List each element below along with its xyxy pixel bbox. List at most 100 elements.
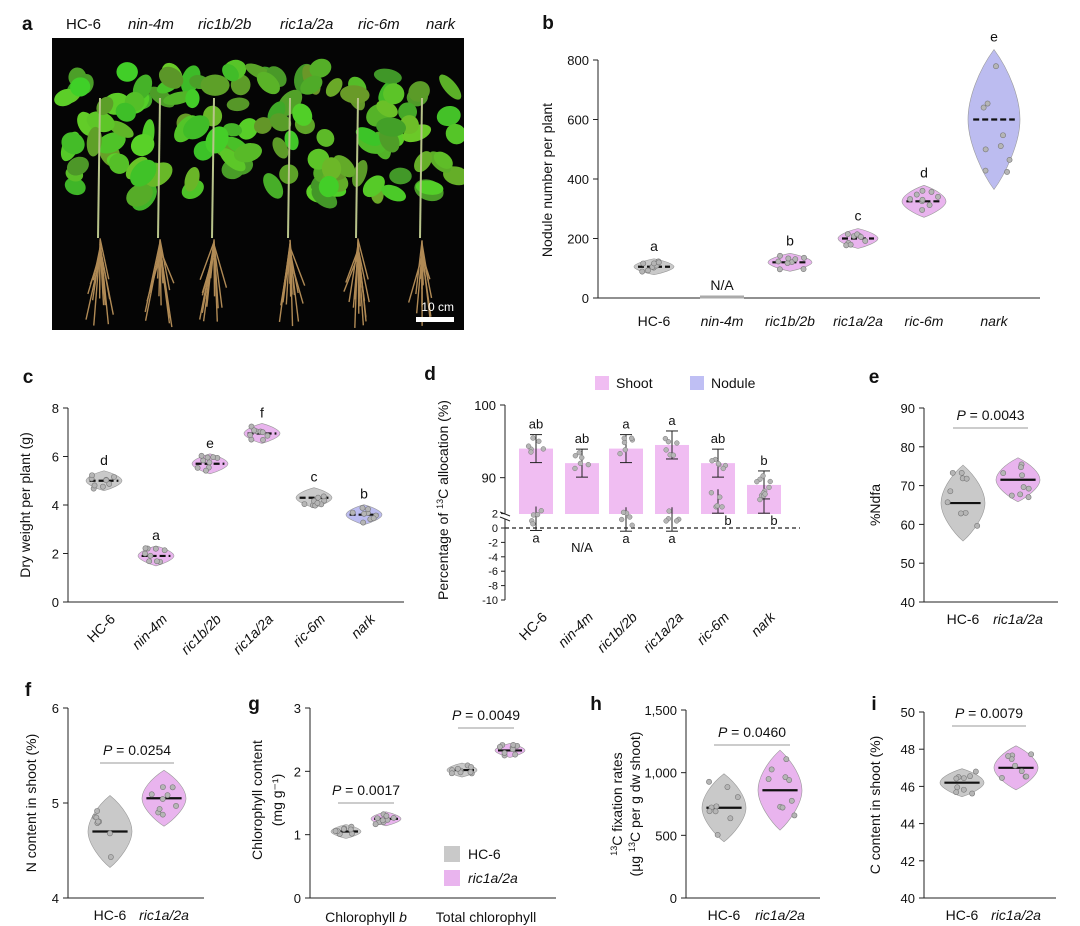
- leaf: [269, 113, 292, 132]
- leaf: [115, 102, 136, 122]
- leaf: [130, 134, 155, 157]
- plant-photo: 10 cm: [52, 38, 464, 330]
- panel-b-y-tick-label: 800: [567, 53, 589, 68]
- panel-c-point: [161, 547, 168, 554]
- leaf: [355, 127, 382, 146]
- panel-d-ylabel-part-0: Percentage of: [435, 509, 451, 600]
- panel-b-y-tick-label: 0: [582, 291, 589, 306]
- panel-i-label: i: [871, 694, 876, 715]
- leaf: [381, 184, 406, 202]
- panel-c-x-label: nark: [348, 610, 379, 641]
- root: [201, 251, 215, 296]
- panel-g-point: [512, 751, 519, 758]
- root: [144, 241, 161, 313]
- panel-b-point: [800, 266, 807, 272]
- leaf: [445, 123, 464, 145]
- stem: [211, 97, 215, 239]
- panel-i-point: [969, 790, 976, 797]
- root: [345, 249, 359, 283]
- panel-i-y-tick-label: 48: [901, 742, 915, 757]
- panel-d-nodule-point: [538, 508, 544, 514]
- panel-c-letter: c: [311, 469, 318, 485]
- panel-b-point: [785, 255, 792, 262]
- panel-c-letter: a: [152, 527, 160, 543]
- panel-g-point: [372, 821, 379, 828]
- panel-c-point: [247, 432, 254, 438]
- leaf: [233, 143, 262, 163]
- leaf: [253, 117, 273, 134]
- panel-c-y-tick-label: 4: [52, 498, 59, 513]
- panel-d-nodule-point: [530, 521, 536, 527]
- leaf: [325, 78, 343, 97]
- panel-c-y-tick-label: 2: [52, 547, 59, 562]
- root: [92, 247, 101, 281]
- root: [421, 254, 431, 280]
- leaf: [184, 166, 200, 192]
- panel-c-point: [198, 452, 205, 459]
- panel-g-point: [501, 750, 508, 756]
- root: [357, 239, 369, 280]
- panel-d-nodule-point: [620, 509, 627, 516]
- panel-f-point: [159, 811, 166, 818]
- stem: [287, 97, 291, 239]
- panel-b-point: [776, 266, 783, 273]
- panel-h-point: [706, 778, 712, 785]
- panel-b-point: [862, 238, 869, 244]
- panel-d-nodule-point: [619, 516, 625, 523]
- panel-d-nodule-point: [717, 494, 723, 500]
- panel-f-point: [148, 791, 155, 798]
- panel-i-y-tick-label: 40: [901, 891, 915, 906]
- panel-d-nodule-letter: a: [532, 530, 540, 545]
- stem: [157, 97, 161, 239]
- panel-d-nodule-point: [673, 518, 680, 524]
- panel-h-ylabel2-part-1: 13: [627, 842, 637, 852]
- leaf: [219, 148, 246, 172]
- leaf: [256, 71, 280, 95]
- leaf: [309, 58, 332, 78]
- leaf: [408, 81, 430, 102]
- panel-d-nodule-point: [708, 490, 715, 496]
- panel-b-letter: b: [786, 232, 794, 248]
- leaf: [237, 118, 259, 140]
- panel-d-y-tick-label: -10: [482, 595, 498, 607]
- panel-b-point: [926, 202, 933, 208]
- photo-genotype-nark: nark: [426, 16, 456, 33]
- panel-b-point: [777, 252, 783, 259]
- panel-b-point: [982, 167, 989, 174]
- panel-d-shoot-letter: ab: [711, 431, 725, 446]
- panel-d-nodule-point: [530, 512, 537, 518]
- panel-f-y-tick-label: 4: [52, 891, 59, 906]
- root: [343, 255, 359, 292]
- photo-genotype-hc6: HC-6: [66, 16, 102, 33]
- root: [158, 255, 161, 297]
- panel-c-x-label: HC-6: [84, 611, 119, 646]
- panel-f-point: [95, 818, 101, 825]
- panel-g-ylabel: Chlorophyll content: [249, 740, 265, 860]
- panel-c-point: [103, 477, 110, 484]
- leaf: [376, 117, 406, 137]
- panel-c-point: [210, 454, 217, 461]
- root: [199, 241, 215, 281]
- panel-b-x-label: ric1b/2b: [765, 313, 815, 329]
- panel-h-point: [783, 756, 790, 763]
- panel-g-label: g: [248, 694, 260, 715]
- panel-h-point: [791, 812, 798, 819]
- panel-i-point: [1018, 768, 1025, 775]
- panel-d-shoot-point: [663, 447, 669, 453]
- panel-f-point: [164, 792, 171, 799]
- panel-c-point: [154, 558, 160, 565]
- panel-c-letter: e: [206, 435, 214, 451]
- root: [407, 256, 423, 303]
- panel-d-shoot-point: [536, 438, 542, 444]
- panel-d-shoot-point: [670, 452, 677, 458]
- panel-d-nodule-point: [762, 491, 768, 497]
- root: [421, 246, 424, 286]
- root: [354, 242, 359, 300]
- panel-d-x-label: nin-4m: [555, 609, 597, 651]
- panel-d-shoot-point: [628, 435, 635, 441]
- panel-g-point: [496, 743, 503, 750]
- panel-d-shoot-letter: b: [760, 453, 767, 468]
- leaf: [292, 103, 313, 126]
- panel-b-point: [982, 146, 989, 153]
- panel-b-point: [775, 258, 782, 265]
